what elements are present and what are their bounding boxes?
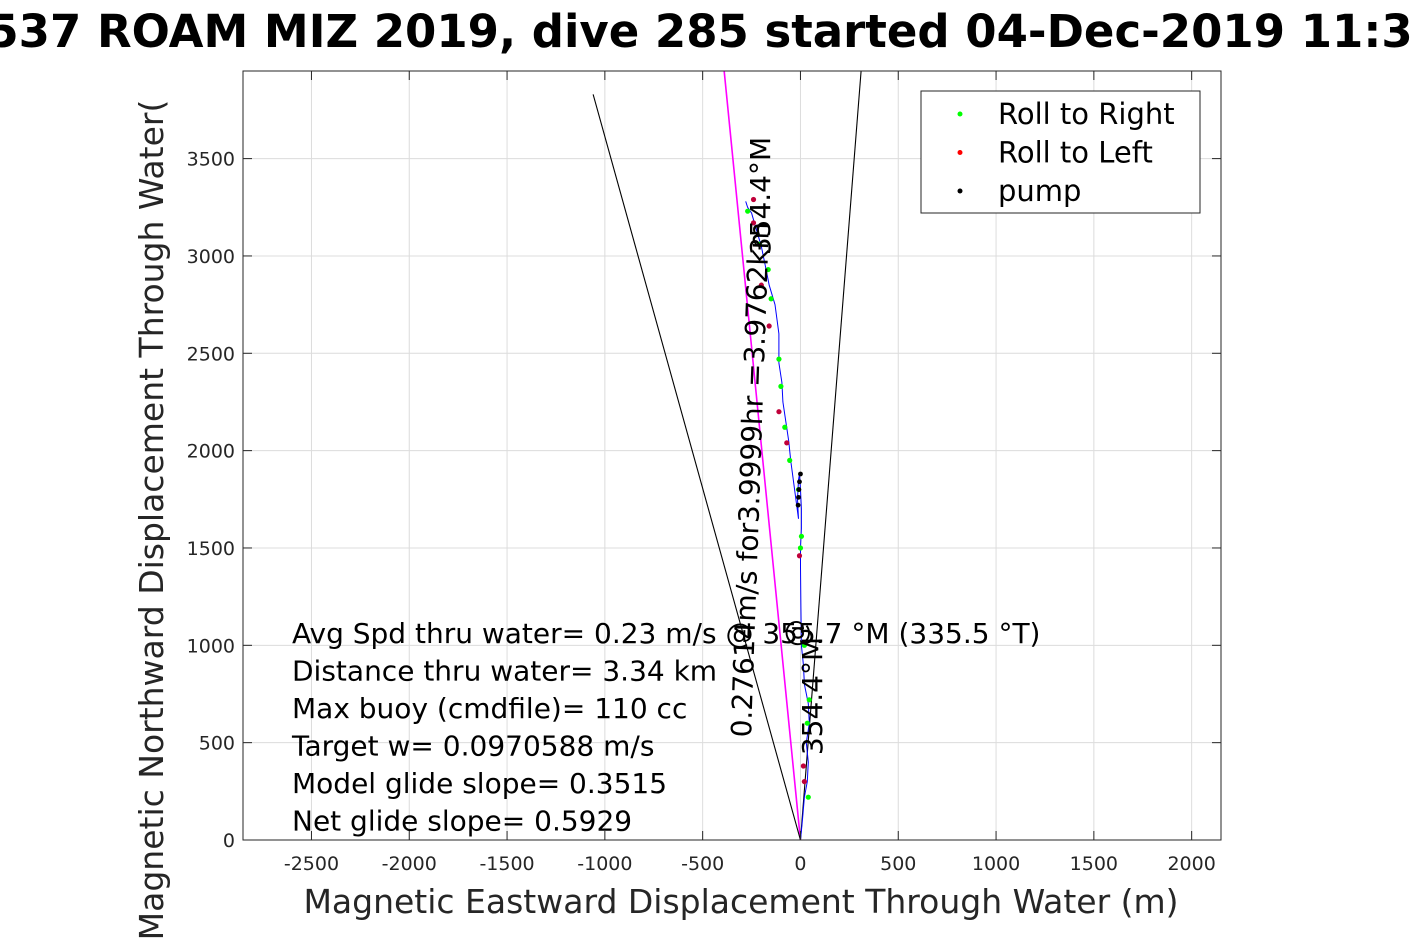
reference-line <box>799 70 862 841</box>
roll-right-point <box>806 697 812 703</box>
heading-label-top: 354.4°M <box>744 137 777 255</box>
roll-right-point <box>787 457 793 463</box>
annotation-line: Target w= 0.0970588 m/s <box>291 730 654 763</box>
annotation-line: Net glide slope= 0.5929 <box>292 805 632 838</box>
roll-left-point <box>796 553 803 559</box>
axis-ticks: -2500 -2000 -1500 -1000 -500 0 500 1000 1500 2000… <box>187 71 1221 875</box>
chart-title: 537 ROAM MIZ 2019, dive 285 started 04-D… <box>0 5 1413 58</box>
x-tick-label: -1500 <box>479 853 534 875</box>
roll-right-point <box>798 533 805 539</box>
roll-right-point <box>797 545 804 551</box>
y-tick-label: 3500 <box>187 149 235 171</box>
legend-entry: Roll to Left <box>998 136 1153 170</box>
roll-left-point <box>750 196 757 203</box>
roll-right-point <box>776 356 782 362</box>
roll-left-point <box>784 440 790 446</box>
pump-point <box>797 479 802 485</box>
roll-left-point <box>800 763 806 769</box>
legend-entry: pump <box>998 174 1081 208</box>
x-axis-label: Magnetic Eastward Displacement Through W… <box>303 882 1178 921</box>
x-tick-label: 0 <box>794 853 806 875</box>
roll-left-point <box>758 282 764 288</box>
y-tick-label: 2000 <box>187 441 235 463</box>
pump-point <box>796 494 801 500</box>
pump-point <box>798 471 803 477</box>
x-tick-label: 1000 <box>972 853 1020 875</box>
data-points <box>745 196 812 800</box>
y-axis-label: Magnetic Northward Displacement Through … <box>132 100 171 941</box>
heading-label-bottom: 354.4°M <box>796 637 829 755</box>
roll-left-point <box>750 220 757 226</box>
roll-right-point <box>745 208 751 214</box>
y-tick-label: 3000 <box>187 246 235 268</box>
roll-right-point <box>805 794 811 800</box>
annotation-line: Avg Spd thru water= 0.23 m/s @ 355.7 °M … <box>292 617 1040 650</box>
x-tick-label: -2500 <box>284 853 339 875</box>
annotation-line: Max buoy (cmdfile)= 110 cc <box>292 692 687 725</box>
x-tick-label: 2000 <box>1167 853 1215 875</box>
x-tick-label: 500 <box>880 853 916 875</box>
pump-point <box>795 502 801 508</box>
legend-entry: Roll to Right <box>998 97 1175 131</box>
at-symbol-label: @ <box>779 619 812 647</box>
plot-frame <box>242 70 1222 841</box>
legend-box <box>920 90 1201 214</box>
y-tick-label: 2500 <box>187 343 235 365</box>
reference-lines <box>592 70 862 841</box>
x-tick-label: -1000 <box>577 853 632 875</box>
y-tick-label: 1000 <box>187 635 235 657</box>
roll-right-point <box>765 266 771 273</box>
y-tick-label: 0 <box>223 830 235 852</box>
x-tick-label: -500 <box>681 853 724 875</box>
roll-left-point <box>776 409 782 415</box>
reference-line <box>723 70 802 841</box>
y-tick-label: 1500 <box>187 538 235 560</box>
annotation-line: Model glide slope= 0.3515 <box>292 767 667 800</box>
roll-right-point <box>804 720 810 726</box>
reference-line <box>592 94 801 841</box>
roll-right-point <box>756 241 762 247</box>
roll-right-point <box>801 642 807 648</box>
roll-right-point <box>782 424 788 430</box>
annotation-line: Distance thru water= 3.34 km <box>292 655 717 688</box>
roll-right-point <box>778 383 784 389</box>
roll-left-point <box>766 323 772 329</box>
roll-right-point <box>768 296 774 302</box>
legend-marker <box>957 150 963 155</box>
reference-line-label: 0.27614m/s for3.9999hr =3.9762km <box>725 221 776 737</box>
annotation-block: Avg Spd thru water= 0.23 m/s @ 355.7 °M … <box>291 617 1040 838</box>
pump-point <box>796 487 802 492</box>
x-tick-label: 1500 <box>1070 853 1118 875</box>
legend-marker <box>957 111 963 117</box>
y-tick-label: 500 <box>199 733 235 755</box>
legend-marker <box>957 188 963 194</box>
legend: Roll to Right Roll to Left pump <box>920 90 1201 214</box>
x-tick-label: -2000 <box>382 853 437 875</box>
roll-left-point <box>801 778 807 785</box>
